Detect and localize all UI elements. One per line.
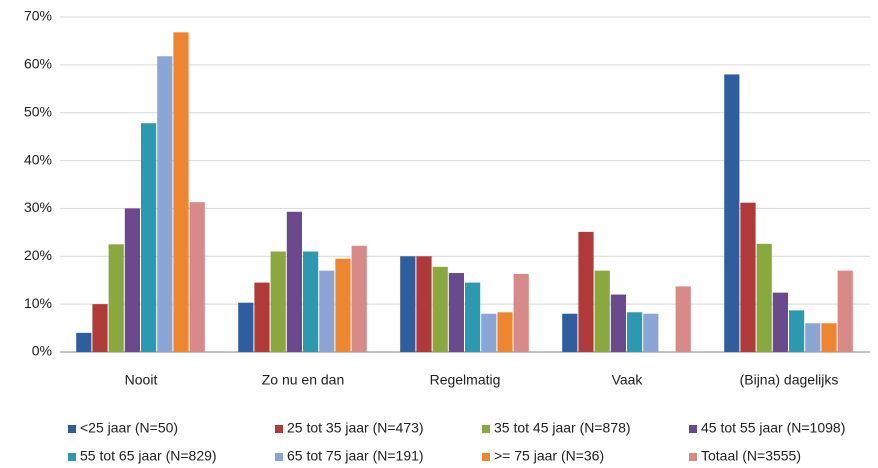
legend-label: 45 tot 55 jaar (N=1098) bbox=[701, 420, 845, 436]
bar bbox=[108, 244, 124, 352]
legend-label: >= 75 jaar (N=36) bbox=[494, 448, 604, 464]
bar bbox=[465, 282, 481, 352]
bar bbox=[173, 32, 189, 353]
bar bbox=[448, 273, 464, 352]
legend-swatch bbox=[689, 425, 697, 433]
bar bbox=[303, 251, 319, 352]
bar bbox=[76, 332, 92, 352]
bar bbox=[594, 270, 610, 352]
y-tick-label: 10% bbox=[24, 295, 52, 311]
y-tick-label: 70% bbox=[24, 8, 52, 24]
bar bbox=[562, 313, 578, 352]
legend-swatch bbox=[68, 453, 76, 461]
bar bbox=[481, 313, 497, 352]
x-tick-label: Regelmatig bbox=[430, 372, 501, 388]
bar bbox=[124, 208, 140, 352]
bar bbox=[238, 302, 254, 352]
bar bbox=[756, 243, 772, 352]
legend-label: <25 jaar (N=50) bbox=[80, 420, 178, 436]
bar bbox=[772, 292, 788, 352]
bar bbox=[141, 123, 157, 352]
legend-swatch bbox=[275, 453, 283, 461]
legend-swatch bbox=[689, 453, 697, 461]
bar bbox=[513, 273, 529, 352]
bar bbox=[254, 282, 270, 352]
legend-label: 65 tot 75 jaar (N=191) bbox=[287, 448, 424, 464]
legend-swatch bbox=[275, 425, 283, 433]
bar bbox=[740, 202, 756, 352]
y-tick-label: 40% bbox=[24, 151, 52, 167]
bar bbox=[675, 286, 691, 352]
x-tick-label: Zo nu en dan bbox=[262, 372, 345, 388]
bar bbox=[724, 74, 740, 352]
legend-label: Totaal (N=3555) bbox=[701, 448, 801, 464]
legend-swatch bbox=[482, 425, 490, 433]
bar bbox=[643, 313, 659, 352]
bar bbox=[189, 202, 205, 352]
legend-label: 35 tot 45 jaar (N=878) bbox=[494, 420, 631, 436]
bar bbox=[92, 304, 108, 352]
bar bbox=[610, 294, 626, 352]
bar bbox=[821, 323, 837, 352]
y-tick-label: 20% bbox=[24, 247, 52, 263]
legend-swatch bbox=[68, 425, 76, 433]
x-tick-label: Nooit bbox=[125, 372, 158, 388]
legend-swatch bbox=[482, 453, 490, 461]
bar bbox=[789, 310, 805, 352]
bar bbox=[432, 266, 448, 352]
bar bbox=[351, 245, 367, 352]
bar bbox=[578, 231, 594, 352]
bar bbox=[627, 312, 643, 352]
y-tick-label: 50% bbox=[24, 103, 52, 119]
bar bbox=[270, 251, 286, 352]
bar bbox=[286, 211, 302, 352]
x-tick-label: Vaak bbox=[612, 372, 644, 388]
y-tick-label: 0% bbox=[32, 343, 52, 359]
bar bbox=[157, 56, 173, 352]
bar bbox=[497, 312, 513, 352]
y-tick-label: 30% bbox=[24, 199, 52, 215]
bar bbox=[805, 323, 821, 352]
x-tick-label: (Bijna) dagelijks bbox=[740, 372, 839, 388]
bar bbox=[319, 270, 335, 352]
legend-label: 25 tot 35 jaar (N=473) bbox=[287, 420, 424, 436]
legend-label: 55 tot 65 jaar (N=829) bbox=[80, 448, 217, 464]
bar bbox=[837, 270, 853, 352]
bar bbox=[416, 256, 432, 352]
bar bbox=[335, 258, 351, 352]
y-tick-label: 60% bbox=[24, 56, 52, 72]
bar bbox=[400, 256, 416, 352]
